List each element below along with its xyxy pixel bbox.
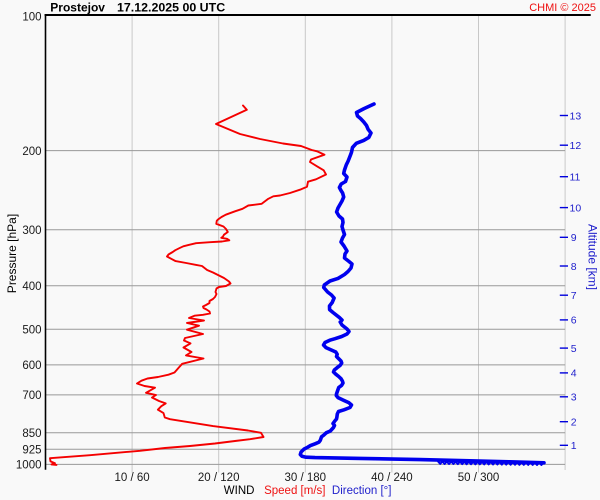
svg-text:3: 3 bbox=[571, 392, 577, 404]
svg-text:20 / 120: 20 / 120 bbox=[198, 472, 240, 484]
svg-text:Direction [°]: Direction [°] bbox=[332, 485, 392, 497]
svg-text:400: 400 bbox=[22, 281, 41, 293]
svg-text:6: 6 bbox=[571, 315, 577, 327]
svg-text:Speed [m/s]: Speed [m/s] bbox=[264, 485, 325, 497]
svg-text:8: 8 bbox=[571, 261, 577, 273]
svg-text:4: 4 bbox=[571, 368, 577, 380]
svg-text:10: 10 bbox=[570, 202, 582, 214]
svg-text:Pressure [hPa]: Pressure [hPa] bbox=[5, 214, 19, 293]
svg-text:17.12.2025 00 UTC: 17.12.2025 00 UTC bbox=[117, 1, 225, 15]
svg-text:12: 12 bbox=[570, 140, 582, 152]
svg-text:500: 500 bbox=[22, 325, 41, 337]
svg-text:700: 700 bbox=[22, 390, 41, 402]
svg-text:9: 9 bbox=[571, 232, 577, 244]
svg-text:Altitude [km]: Altitude [km] bbox=[586, 224, 600, 290]
svg-text:100: 100 bbox=[22, 12, 41, 24]
svg-text:10 / 60: 10 / 60 bbox=[115, 472, 150, 484]
svg-text:CHMI © 2025: CHMI © 2025 bbox=[529, 2, 596, 14]
svg-text:300: 300 bbox=[22, 225, 41, 237]
svg-text:13: 13 bbox=[570, 110, 582, 122]
svg-text:WIND: WIND bbox=[224, 485, 255, 497]
svg-text:7: 7 bbox=[571, 290, 577, 302]
svg-text:40 / 240: 40 / 240 bbox=[371, 472, 413, 484]
svg-text:5: 5 bbox=[571, 343, 577, 355]
svg-text:1: 1 bbox=[571, 440, 577, 452]
svg-text:925: 925 bbox=[22, 444, 41, 456]
svg-text:50 / 300: 50 / 300 bbox=[458, 472, 500, 484]
svg-text:600: 600 bbox=[22, 360, 41, 372]
svg-text:1000: 1000 bbox=[16, 460, 42, 472]
svg-text:30 / 180: 30 / 180 bbox=[285, 472, 327, 484]
svg-text:850: 850 bbox=[22, 428, 41, 440]
svg-text:2: 2 bbox=[571, 417, 577, 429]
svg-text:200: 200 bbox=[22, 146, 41, 158]
svg-text:11: 11 bbox=[570, 172, 581, 184]
svg-text:Prostejov: Prostejov bbox=[50, 1, 105, 15]
